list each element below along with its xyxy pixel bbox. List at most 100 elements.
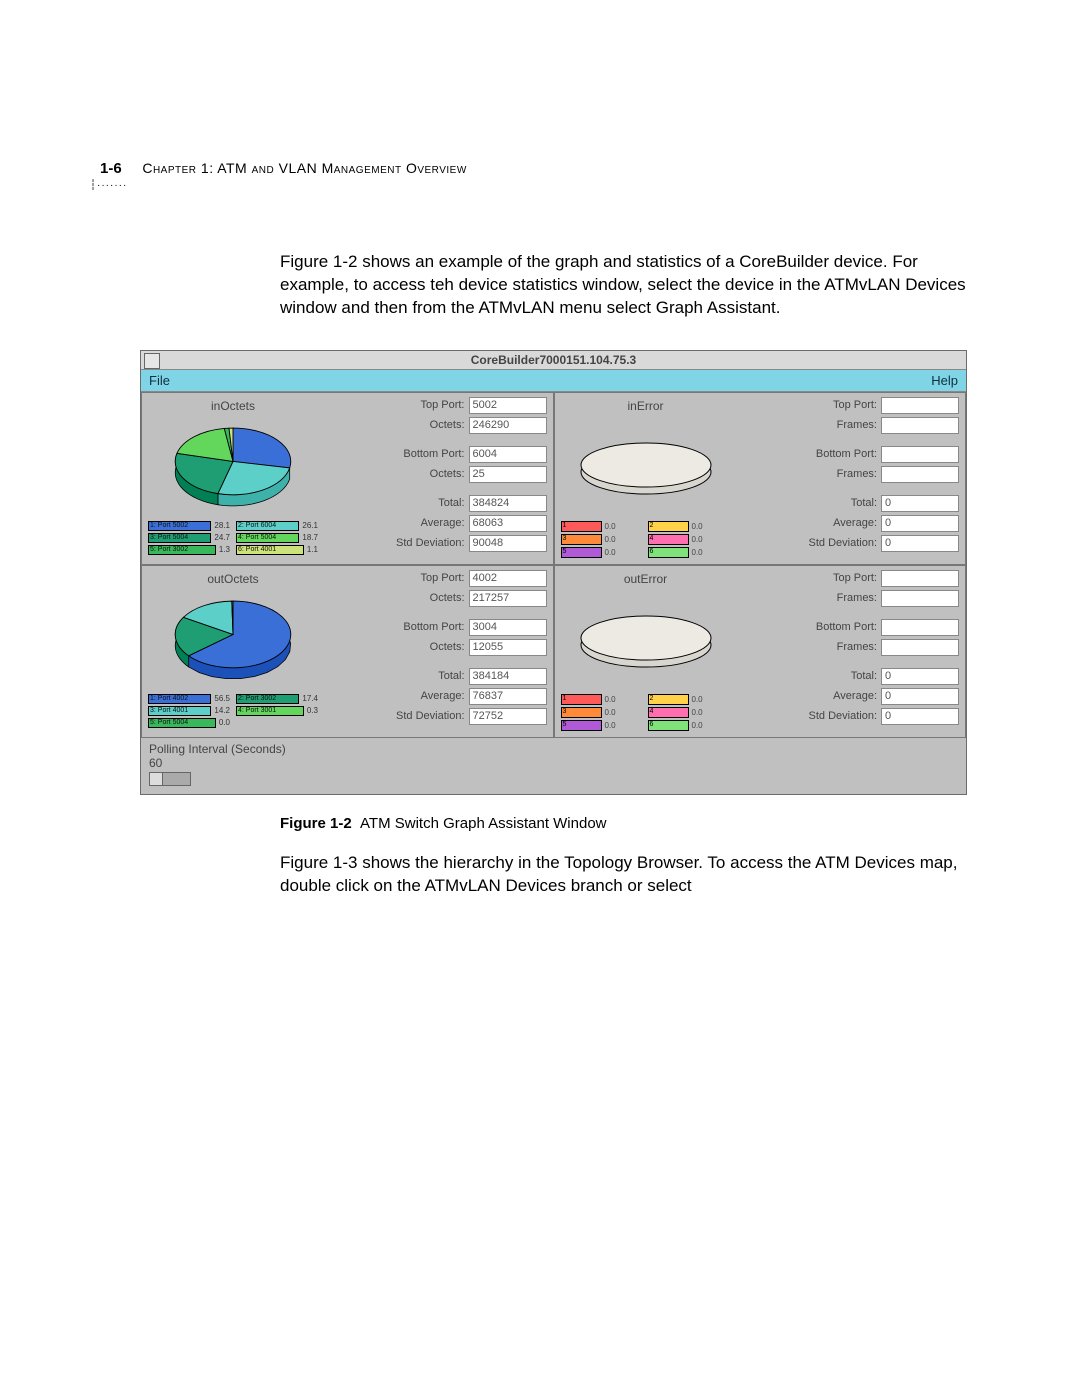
legend-item: 40.0 (648, 534, 731, 545)
stats-inoctets: Top Port:5002 Octets:246290 Bottom Port:… (324, 397, 547, 558)
lbl-average: Average: (421, 690, 465, 702)
lbl-frames: Frames: (837, 641, 877, 653)
val-top-port: 4002 (469, 570, 547, 587)
val-bottom-frames (881, 639, 959, 656)
val-bottom-port: 3004 (469, 619, 547, 636)
window-title: CoreBuilder7000151.104.75.3 (471, 353, 636, 367)
legend-item: 50.0 (561, 720, 644, 731)
legend-outerror: 10.020.030.040.050.060.0 (561, 694, 731, 731)
lbl-top-port: Top Port: (833, 572, 877, 584)
legend-item: 50.0 (561, 547, 644, 558)
chart-title-inoctets: inOctets (211, 399, 255, 413)
legend-inoctets: 1: Port 500228.1 2: Port 600426.1 3: Port … (148, 521, 318, 555)
polling-value: 60 (149, 756, 162, 770)
val-top-octets: 246290 (469, 417, 547, 434)
legend-item: 20.0 (648, 521, 731, 532)
legend-item: 5: Port 30021.3 (148, 545, 230, 555)
lbl-bottom-port: Bottom Port: (403, 621, 464, 633)
menubar: File Help (141, 370, 966, 392)
stats-inerror: Top Port: Frames: Bottom Port: Frames: T… (737, 397, 960, 558)
lbl-top-port: Top Port: (833, 399, 877, 411)
lbl-total: Total: (438, 670, 464, 682)
quadrant-grid: inOctets 1: Port 500228.1 2: Port 600426.… (141, 392, 966, 738)
legend-item: 3: Port 400114.2 (148, 706, 230, 716)
dots-icon: ┆······· (90, 180, 127, 191)
polling-label: Polling Interval (Seconds) (149, 742, 286, 756)
lbl-total: Total: (851, 670, 877, 682)
lbl-average: Average: (833, 690, 877, 702)
legend-item: 60.0 (648, 547, 731, 558)
legend-item: 20.0 (648, 694, 731, 705)
page-number: 1-6 (100, 160, 122, 177)
caption-text: ATM Switch Graph Assistant Window (360, 815, 606, 832)
chart-title-outoctets: outOctets (207, 572, 258, 586)
lbl-frames: Frames: (837, 592, 877, 604)
val-top-frames (881, 590, 959, 607)
val-stddev: 72752 (469, 708, 547, 725)
val-bottom-octets: 12055 (469, 639, 547, 656)
quad-inerror: inError 10.020.030.040.050.060.0 Top Por… (554, 392, 967, 565)
legend-item: 5: Port 50040.0 (148, 718, 230, 728)
stats-outoctets: Top Port:4002 Octets:217257 Bottom Port:… (324, 570, 547, 731)
legend-item: 1: Port 400256.5 (148, 694, 230, 704)
titlebar: CoreBuilder7000151.104.75.3 (141, 351, 966, 370)
val-bottom-frames (881, 466, 959, 483)
legend-item: 3: Port 500424.7 (148, 533, 230, 543)
page-header: 1-6 ┆······· Chapter 1: ATM and VLAN Man… (100, 160, 970, 191)
pie-outoctets (153, 590, 313, 690)
val-bottom-port (881, 619, 959, 636)
val-total: 0 (881, 495, 959, 512)
legend-item: 2: Port 600426.1 (236, 521, 318, 531)
lbl-total: Total: (438, 497, 464, 509)
val-bottom-port: 6004 (469, 446, 547, 463)
lbl-octets: Octets: (430, 641, 465, 653)
lbl-bottom-port: Bottom Port: (816, 448, 877, 460)
paragraph-2: Figure 1-3 shows the hierarchy in the To… (280, 852, 970, 898)
legend-item: 1: Port 500228.1 (148, 521, 230, 531)
val-top-port: 5002 (469, 397, 547, 414)
lbl-total: Total: (851, 497, 877, 509)
val-stddev: 0 (881, 708, 959, 725)
legend-item: 10.0 (561, 694, 644, 705)
disc-inerror (566, 417, 726, 517)
menu-help[interactable]: Help (931, 373, 958, 388)
lbl-stddev: Std Deviation: (809, 537, 877, 549)
legend-item: 30.0 (561, 707, 644, 718)
quad-outerror: outError 10.020.030.040.050.060.0 Top Po… (554, 565, 967, 738)
lbl-bottom-port: Bottom Port: (403, 448, 464, 460)
scrollbar[interactable] (149, 772, 191, 786)
lbl-frames: Frames: (837, 468, 877, 480)
stats-outerror: Top Port: Frames: Bottom Port: Frames: T… (737, 570, 960, 731)
quad-inoctets: inOctets 1: Port 500228.1 2: Port 600426.… (141, 392, 554, 565)
chart-title-outerror: outError (624, 572, 667, 586)
val-average: 0 (881, 515, 959, 532)
val-top-port (881, 570, 959, 587)
val-total: 384184 (469, 668, 547, 685)
val-top-octets: 217257 (469, 590, 547, 607)
caption-fig: Figure 1-2 (280, 815, 352, 832)
legend-item: 60.0 (648, 720, 731, 731)
legend-outoctets: 1: Port 400256.5 2: Port 300217.4 3: Port … (148, 694, 318, 728)
lbl-average: Average: (421, 517, 465, 529)
lbl-frames: Frames: (837, 419, 877, 431)
legend-item: 4: Port 500418.7 (236, 533, 318, 543)
val-total: 384824 (469, 495, 547, 512)
val-bottom-octets: 25 (469, 466, 547, 483)
pie-inoctets (153, 417, 313, 517)
page: 1-6 ┆······· Chapter 1: ATM and VLAN Man… (0, 0, 1080, 1028)
val-bottom-port (881, 446, 959, 463)
chart-title-inerror: inError (627, 399, 663, 413)
paragraph-1: Figure 1-2 shows an example of the graph… (280, 251, 970, 320)
val-stddev: 0 (881, 535, 959, 552)
figure-caption: Figure 1-2 ATM Switch Graph Assistant Wi… (280, 815, 970, 832)
lbl-stddev: Std Deviation: (809, 710, 877, 722)
lbl-octets: Octets: (430, 419, 465, 431)
menu-file[interactable]: File (149, 373, 170, 388)
legend-item: 2: Port 300217.4 (236, 694, 318, 704)
quad-outoctets: outOctets 1: Port 400256.5 2: Port 300217… (141, 565, 554, 738)
disc-outerror (566, 590, 726, 690)
val-average: 76837 (469, 688, 547, 705)
close-icon[interactable] (144, 353, 160, 369)
legend-inerror: 10.020.030.040.050.060.0 (561, 521, 731, 558)
val-total: 0 (881, 668, 959, 685)
